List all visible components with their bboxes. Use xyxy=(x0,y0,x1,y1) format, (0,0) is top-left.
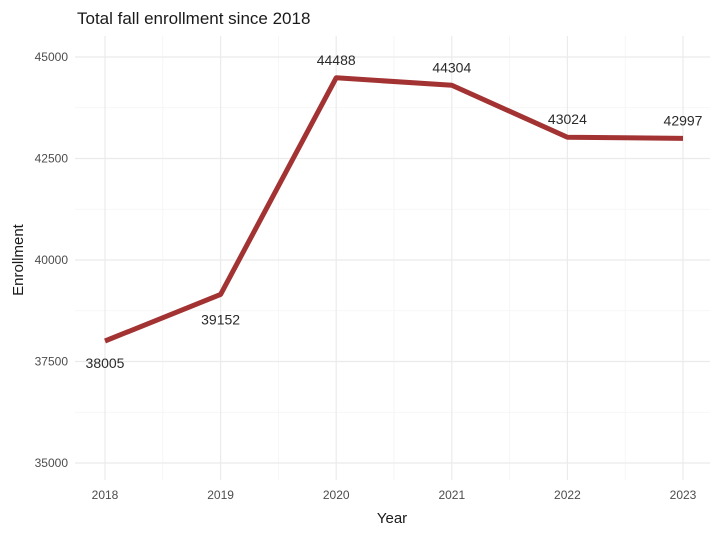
x-tick-label: 2022 xyxy=(554,488,581,502)
data-label: 43024 xyxy=(548,111,587,127)
x-axis-ticks: 2018 2019 2020 2021 2022 2023 xyxy=(92,488,697,502)
y-tick-label: 37500 xyxy=(35,355,69,369)
data-label: 44488 xyxy=(317,52,356,68)
chart-title: Total fall enrollment since 2018 xyxy=(77,9,310,28)
x-tick-label: 2018 xyxy=(92,488,119,502)
enrollment-line xyxy=(104,75,684,344)
gridlines xyxy=(75,36,710,480)
data-label: 39152 xyxy=(201,311,240,327)
y-axis-title: Enrollment xyxy=(10,223,27,296)
y-tick-label: 35000 xyxy=(35,456,69,470)
data-labels: 38005 39152 44488 44304 43024 42997 xyxy=(86,52,703,371)
data-label: 38005 xyxy=(86,355,125,371)
y-axis-ticks: 35000 37500 40000 42500 45000 xyxy=(35,50,69,470)
x-tick-label: 2023 xyxy=(670,488,697,502)
x-tick-label: 2021 xyxy=(438,488,465,502)
y-tick-label: 40000 xyxy=(35,253,69,267)
data-label: 42997 xyxy=(664,112,703,128)
y-tick-label: 45000 xyxy=(35,50,69,64)
x-tick-label: 2020 xyxy=(323,488,350,502)
y-tick-label: 42500 xyxy=(35,152,69,166)
data-label: 44304 xyxy=(432,59,471,75)
x-axis-title: Year xyxy=(377,510,407,527)
x-tick-label: 2019 xyxy=(207,488,234,502)
